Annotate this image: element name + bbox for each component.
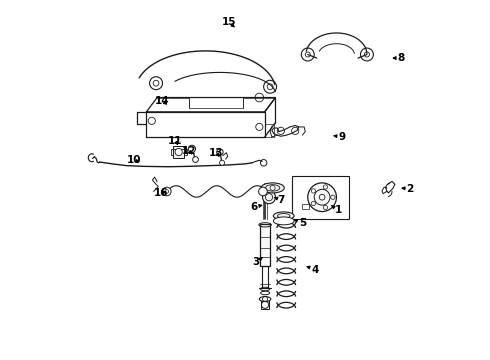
Text: 3: 3 xyxy=(252,257,262,267)
Text: 15: 15 xyxy=(221,17,236,27)
Circle shape xyxy=(263,191,275,204)
Text: 10: 10 xyxy=(126,155,141,165)
Bar xyxy=(261,298,270,309)
Circle shape xyxy=(175,148,182,156)
Bar xyxy=(262,266,268,288)
Text: 12: 12 xyxy=(182,146,196,156)
Text: 7: 7 xyxy=(274,195,285,205)
Ellipse shape xyxy=(273,217,294,225)
Circle shape xyxy=(220,160,224,165)
Text: 14: 14 xyxy=(155,96,170,106)
Text: 8: 8 xyxy=(393,53,405,63)
Bar xyxy=(173,146,184,158)
Circle shape xyxy=(308,183,337,212)
Circle shape xyxy=(188,145,196,152)
Text: 13: 13 xyxy=(209,148,223,158)
Text: 9: 9 xyxy=(334,132,345,142)
Bar xyxy=(292,176,349,220)
Text: 16: 16 xyxy=(153,188,168,198)
Text: 11: 11 xyxy=(168,136,182,145)
Text: 1: 1 xyxy=(332,206,342,216)
Circle shape xyxy=(193,157,198,162)
Text: 6: 6 xyxy=(250,202,262,212)
Circle shape xyxy=(217,149,223,155)
Text: 2: 2 xyxy=(402,184,414,194)
Circle shape xyxy=(163,187,171,196)
Bar xyxy=(302,204,309,210)
Ellipse shape xyxy=(259,297,271,302)
Circle shape xyxy=(259,187,267,196)
Text: 5: 5 xyxy=(294,218,306,228)
Ellipse shape xyxy=(273,212,294,220)
Text: 4: 4 xyxy=(307,265,318,275)
Ellipse shape xyxy=(261,183,284,193)
Bar xyxy=(260,224,270,266)
